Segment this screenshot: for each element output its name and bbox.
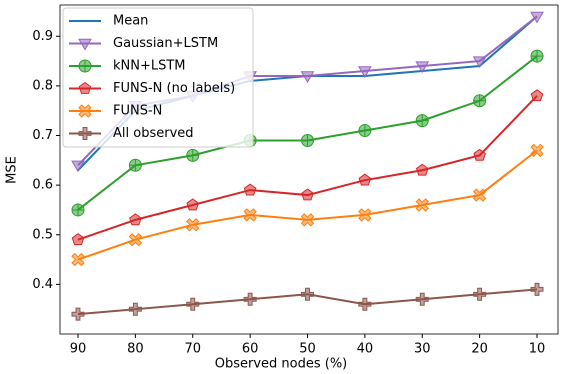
- marker: [358, 173, 372, 186]
- marker: [415, 114, 429, 128]
- marker: [530, 49, 544, 63]
- marker: [301, 133, 315, 147]
- x-tick-label: 50: [299, 342, 316, 357]
- marker: [415, 292, 429, 306]
- x-tick-label: 20: [471, 342, 488, 357]
- marker: [473, 94, 487, 108]
- marker: [358, 66, 372, 78]
- marker: [243, 292, 257, 306]
- y-axis-label: MSE: [5, 156, 20, 184]
- marker: [530, 282, 544, 296]
- marker: [415, 61, 430, 74]
- marker: [128, 158, 142, 172]
- marker: [473, 287, 487, 301]
- marker: [415, 198, 429, 212]
- y-tick-label: 0.9: [32, 29, 53, 44]
- y-tick-label: 0.4: [32, 277, 53, 292]
- marker: [71, 160, 85, 173]
- legend-box: [62, 7, 254, 148]
- marker: [243, 183, 257, 196]
- marker: [243, 208, 257, 222]
- marker: [472, 56, 487, 69]
- marker: [358, 124, 372, 138]
- marker: [128, 233, 143, 247]
- x-tick-label: 10: [529, 342, 546, 357]
- y-tick-label: 0.8: [32, 78, 53, 93]
- x-tick-label: 30: [414, 342, 431, 357]
- marker: [300, 71, 315, 83]
- marker: [530, 89, 544, 102]
- marker: [71, 307, 85, 321]
- x-tick-label: 60: [242, 342, 259, 357]
- marker: [71, 203, 85, 217]
- marker: [71, 252, 85, 267]
- x-tick-label: 80: [127, 342, 144, 357]
- plot-frame: [59, 4, 559, 335]
- legend-label: All observed: [113, 126, 194, 141]
- marker: [78, 59, 92, 73]
- marker: [186, 297, 200, 311]
- legend-label: FUNS-N: [113, 104, 162, 119]
- marker: [301, 287, 314, 301]
- legend-label: Gaussian+LSTM: [113, 36, 218, 51]
- y-tick-label: 0.6: [32, 178, 53, 193]
- x-tick-label: 40: [357, 342, 374, 357]
- marker: [71, 233, 85, 246]
- marker: [415, 163, 429, 176]
- marker: [78, 104, 92, 118]
- marker: [530, 11, 544, 24]
- marker: [530, 143, 544, 158]
- x-tick-label: 70: [184, 342, 201, 357]
- marker: [300, 213, 315, 227]
- marker: [473, 148, 486, 161]
- x-axis-label: Observed nodes (%): [215, 357, 348, 372]
- y-tick-label: 0.7: [32, 128, 53, 143]
- legend-label: Mean: [113, 14, 148, 29]
- marker: [358, 297, 372, 311]
- marker: [186, 198, 200, 211]
- y-tick-label: 0.5: [32, 227, 53, 242]
- series-line: [77, 149, 538, 261]
- marker: [301, 188, 314, 201]
- legend-label: kNN+LSTM: [113, 59, 186, 74]
- marker: [128, 302, 142, 316]
- marker: [358, 208, 372, 222]
- marker: [186, 148, 200, 162]
- marker: [78, 127, 92, 140]
- x-tick-label: 90: [70, 342, 87, 357]
- marker: [186, 218, 200, 232]
- marker: [129, 213, 142, 226]
- marker: [78, 81, 92, 94]
- marker: [472, 188, 487, 202]
- marker: [78, 38, 92, 51]
- legend-label: FUNS-N (no labels): [113, 81, 235, 96]
